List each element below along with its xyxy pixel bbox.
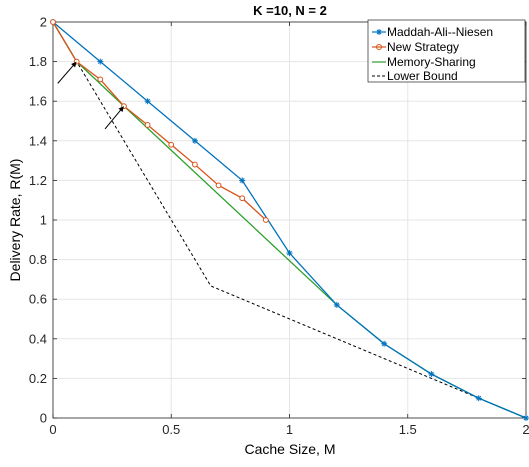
data-point-maddah-ali-niesen [475, 395, 482, 402]
y-tick-label: 1.6 [29, 94, 47, 109]
data-point-maddah-ali-niesen [97, 58, 104, 65]
data-point-maddah-ali-niesen [286, 250, 293, 257]
x-tick-label: 0.5 [162, 422, 180, 437]
data-point-maddah-ali-niesen [523, 415, 529, 421]
annotation-arrow [104, 106, 124, 130]
legend-asterisk-glyph [376, 29, 382, 35]
data-point-new-strategy [144, 122, 151, 128]
data-point-new-strategy [192, 161, 198, 168]
data-point-new-strategy [215, 182, 222, 189]
series-layer [50, 19, 529, 421]
annotation-layer [57, 61, 124, 130]
data-point-maddah-ali-niesen [381, 340, 388, 347]
legend-item-new-strategy: New Strategy [372, 40, 459, 54]
legend-marker-asterisk [376, 29, 382, 35]
legend-label-lower-bound: Lower Bound [387, 69, 458, 83]
y-tick-label: 0.6 [29, 292, 47, 307]
legend-marker-circle [376, 44, 382, 50]
legend-label-maddah-ali-niesen: Maddah-Ali--Niesen [387, 25, 493, 39]
y-tick-label: 2 [40, 15, 47, 30]
legend-box [367, 19, 526, 83]
data-point-new-strategy [168, 141, 175, 148]
legend-item-lower-bound: Lower Bound [372, 69, 458, 83]
x-tick-label: 2 [522, 422, 529, 437]
y-tick-label: 0 [40, 411, 47, 426]
y-axis-label: Delivery Rate, R(M) [7, 159, 23, 282]
data-point-maddah-ali-niesen [191, 137, 198, 144]
arrow-head [71, 61, 77, 68]
series-line-new-strategy [52, 21, 267, 221]
data-point-maddah-ali-niesen [144, 98, 151, 105]
data-point-maddah-ali-niesen [333, 301, 340, 308]
data-point-new-strategy [97, 76, 104, 83]
y-tick-label: 1.4 [29, 133, 47, 148]
y-tick-label: 1.8 [29, 54, 47, 69]
grid-layer [52, 21, 527, 419]
y-tick-label: 0.4 [29, 331, 47, 346]
chart-title: K =10, N = 2 [253, 3, 327, 18]
legend-label-memory-sharing: Memory-Sharing [387, 55, 476, 69]
y-tick-label: 1.2 [29, 173, 47, 188]
legend-item-maddah-ali-niesen: Maddah-Ali--Niesen [372, 25, 493, 39]
x-tick-label: 0 [49, 422, 56, 437]
data-point-new-strategy [50, 19, 56, 25]
y-tick-label: 1 [40, 213, 47, 228]
data-point-maddah-ali-niesen [239, 177, 246, 184]
annotation-arrow [57, 61, 77, 84]
arrow-head [118, 106, 124, 112]
x-tick-label: 1.5 [399, 422, 417, 437]
data-point-maddah-ali-niesen [428, 371, 435, 378]
x-axis-label: Cache Size, M [244, 441, 335, 457]
x-tick-label: 1 [286, 422, 293, 437]
legend: Maddah-Ali--Niesen New Strategy Memory-S… [367, 19, 526, 83]
data-point-new-strategy [262, 217, 269, 223]
y-tick-label: 0.8 [29, 252, 47, 267]
y-tick-label: 0.2 [29, 371, 47, 386]
data-point-new-strategy [239, 195, 246, 202]
series-line-lower-bound [52, 21, 527, 419]
axes-layer: 0 0.5 1 1.5 2 0 0.2 0.4 0.6 0.8 1 1.2 1.4 1.6 1.8 2 [29, 15, 529, 438]
legend-label-new-strategy: New Strategy [387, 40, 459, 54]
legend-item-memory-sharing: Memory-Sharing [372, 55, 476, 69]
